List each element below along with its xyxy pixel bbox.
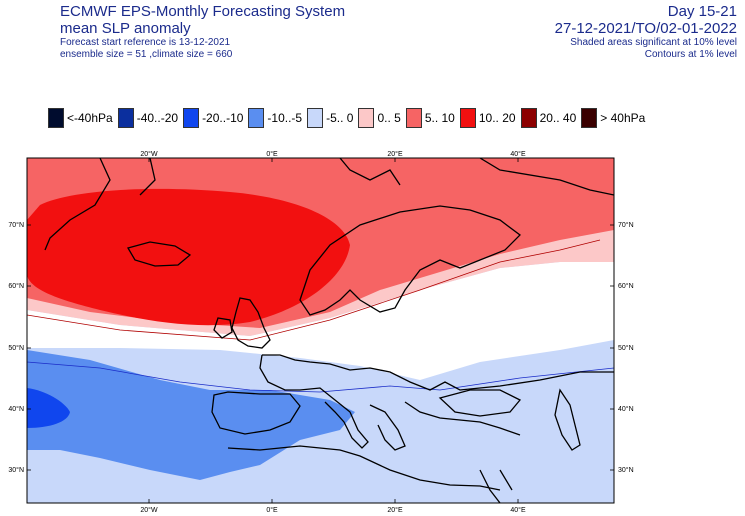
- anomaly-area-neg10-neg5: [27, 350, 355, 480]
- coastline-british-isles: [213, 297, 271, 349]
- legend-label: 10.. 20: [478, 111, 516, 125]
- non-significant-band: [27, 262, 614, 380]
- coastline-caspian: [554, 388, 581, 451]
- lat-right-label: 50°N: [618, 344, 634, 352]
- legend-label: -10..-5: [267, 111, 303, 125]
- lon-top-label: 40°E: [510, 150, 526, 158]
- lat-left-label: 60°N: [8, 282, 24, 290]
- title-block: ECMWF EPS-Monthly Forecasting System mea…: [60, 3, 345, 61]
- legend-item: -10..-5: [248, 108, 302, 128]
- coastline-red-sea: [479, 469, 513, 503]
- lat-left-label: 40°N: [8, 405, 24, 413]
- legend: <-40hPa -40..-20 -20..-10 -10..-5 -5.. 0…: [48, 107, 650, 129]
- legend-item: <-40hPa: [48, 108, 113, 128]
- legend-item: > 40hPa: [581, 108, 645, 128]
- legend-label: 5.. 10: [424, 111, 455, 125]
- coastlines: [44, 158, 614, 503]
- legend-swatch: [307, 108, 324, 128]
- lon-top-label: 0°E: [266, 150, 278, 158]
- contour-note: Contours at 1% level: [644, 49, 737, 60]
- legend-swatch: [405, 108, 422, 128]
- legend-item: 0.. 5: [358, 108, 401, 128]
- legend-label: 0.. 5: [377, 111, 401, 125]
- coastline-greenland: [44, 158, 156, 251]
- legend-swatch: [520, 108, 537, 128]
- coastline-balkans-greece: [369, 401, 521, 451]
- map-frame: [26, 157, 615, 504]
- legend-swatch: [581, 108, 598, 128]
- lat-right-label: 70°N: [618, 221, 634, 229]
- lon-bottom-label: 20°W: [140, 506, 158, 514]
- legend-label: -40..-20: [136, 111, 179, 125]
- lon-top-label: 20°W: [140, 150, 158, 158]
- title-line1: ECMWF EPS-Monthly Forecasting System: [60, 3, 346, 20]
- coastline-europe-west: [262, 354, 614, 391]
- lat-right-label: 60°N: [618, 282, 634, 290]
- legend-label: 20.. 40: [539, 111, 577, 125]
- legend-item: -5.. 0: [307, 108, 353, 128]
- legend-label: -5.. 0: [326, 111, 354, 125]
- legend-label: > 40hPa: [600, 111, 646, 125]
- legend-swatch: [459, 108, 476, 128]
- legend-label: -20..-10: [202, 111, 244, 125]
- lon-bottom-label: 20°E: [387, 506, 403, 514]
- significance-contour-blue: [27, 361, 614, 393]
- lat-right-label: 30°N: [618, 466, 634, 474]
- coastline-iberia: [211, 391, 301, 435]
- coastline-france-italy: [259, 354, 369, 449]
- period-block: Day 15-21 27-12-2021/TO/02-01-2022 Shade…: [555, 3, 737, 61]
- lon-top-label: 20°E: [387, 150, 403, 158]
- legend-label: <-40hPa: [67, 111, 113, 125]
- map-ticks: [27, 158, 614, 503]
- legend-item: -20..-10: [183, 108, 243, 128]
- lat-left-label: 70°N: [8, 221, 24, 229]
- legend-swatch: [248, 108, 265, 128]
- date-range: 27-12-2021/TO/02-01-2022: [554, 20, 737, 37]
- significance-contour-red: [27, 239, 601, 341]
- coastline-iceland: [127, 241, 192, 267]
- anomaly-area-neg20-neg10: [27, 388, 70, 428]
- forecast-start: Forecast start reference is 13-12-2021: [60, 37, 231, 48]
- legend-swatch: [358, 108, 375, 128]
- legend-swatch: [117, 108, 134, 128]
- period-label: Day 15-21: [667, 3, 737, 20]
- lat-left-label: 50°N: [8, 344, 24, 352]
- lon-bottom-label: 40°E: [510, 506, 526, 514]
- legend-swatch: [183, 108, 200, 128]
- coastline-svalbard-arctic: [339, 158, 614, 196]
- lat-right-label: 40°N: [618, 405, 634, 413]
- legend-swatch: [48, 108, 64, 128]
- significance-note: Shaded areas significant at 10% level: [570, 37, 737, 48]
- coastline-scandinavia: [299, 205, 521, 316]
- coastline-black-sea: [438, 389, 522, 417]
- coastline-north-africa: [227, 445, 501, 491]
- legend-item: 10.. 20: [459, 108, 516, 128]
- ensemble-size: ensemble size = 51 ,climate size = 660: [60, 49, 233, 60]
- lon-bottom-label: 0°E: [266, 506, 278, 514]
- legend-item: 5.. 10: [405, 108, 455, 128]
- legend-item: 20.. 40: [520, 108, 577, 128]
- slp-anomaly-map: 20°W 0°E 20°E 40°E 20°W 0°E 20°E 40°E 70…: [8, 150, 634, 514]
- legend-item: -40..-20: [117, 108, 179, 128]
- lat-left-label: 30°N: [8, 466, 24, 474]
- title-line2: mean SLP anomaly: [60, 20, 191, 37]
